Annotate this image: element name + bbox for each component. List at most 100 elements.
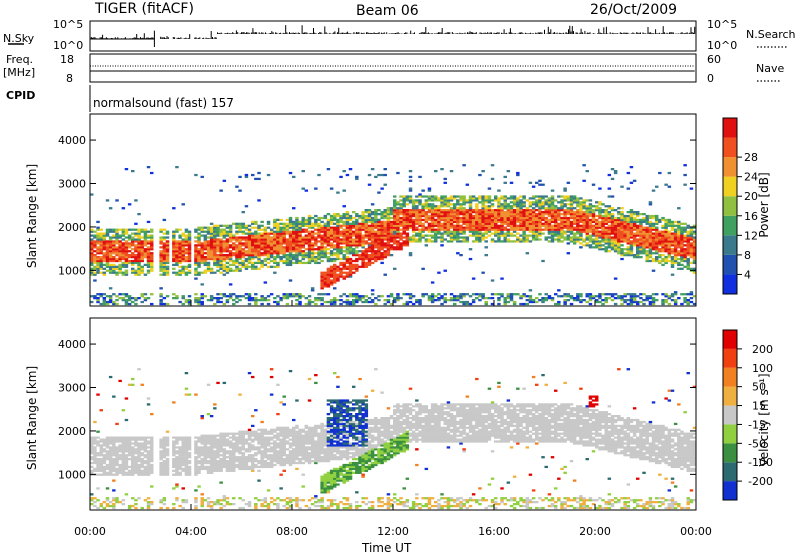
heatmap-cell <box>127 473 132 476</box>
heatmap-cell <box>449 203 454 206</box>
heatmap-cell <box>244 246 249 249</box>
heatmap-cell <box>254 242 258 245</box>
heatmap-cell <box>225 224 230 227</box>
heatmap-cell <box>598 207 602 210</box>
heatmap-cell <box>235 254 239 257</box>
nsky-tick-bottom: 10^0 <box>53 39 83 52</box>
heatmap-cell <box>187 236 192 239</box>
heatmap-cell <box>569 226 574 229</box>
heatmap-cell <box>670 232 675 235</box>
heatmap-cell <box>383 242 387 245</box>
heatmap-cell <box>115 458 119 461</box>
heatmap-cell <box>683 228 687 231</box>
heatmap-cell <box>127 295 132 298</box>
heatmap-cell <box>254 238 258 241</box>
colorbar-frame <box>722 117 738 295</box>
heatmap-cell <box>329 259 334 263</box>
heatmap-cell <box>456 236 460 239</box>
heatmap-cell <box>512 240 517 243</box>
heatmap-cell <box>197 228 201 231</box>
heatmap-cell <box>667 250 672 253</box>
heatmap-cell <box>219 267 223 270</box>
heatmap-cell <box>194 228 198 231</box>
heatmap-cell <box>348 267 353 270</box>
heatmap-cell <box>535 232 539 235</box>
heatmap-cell <box>307 300 312 304</box>
heatmap-cell <box>165 269 170 272</box>
heatmap-cell <box>140 436 144 439</box>
heatmap-cell <box>121 463 126 467</box>
heatmap-cell <box>449 220 454 224</box>
heatmap-cell <box>339 248 343 251</box>
heatmap-cell <box>673 261 678 265</box>
heatmap-cell <box>178 259 182 263</box>
heatmap-cell <box>108 300 113 304</box>
heatmap-cell <box>636 213 640 216</box>
heatmap-cell <box>405 218 410 222</box>
heatmap-cell <box>364 252 369 255</box>
heatmap-cell <box>320 273 324 276</box>
heatmap-cell <box>90 257 94 261</box>
heatmap-cell <box>150 171 154 175</box>
heatmap-cell <box>247 302 252 306</box>
heatmap-cell <box>393 230 397 233</box>
heatmap-cell <box>187 230 192 233</box>
heatmap-cell <box>99 250 103 253</box>
heatmap-cell <box>651 214 656 218</box>
heatmap-cell <box>490 199 495 202</box>
heatmap-cell <box>329 299 334 302</box>
heatmap-cell <box>203 236 208 239</box>
heatmap-cell <box>304 228 309 231</box>
heatmap-cell <box>623 248 627 251</box>
heatmap-cell <box>667 236 672 239</box>
heatmap-cell <box>642 226 646 229</box>
heatmap-cell <box>389 302 394 306</box>
heatmap-cell <box>213 236 217 239</box>
heatmap-cell <box>131 460 135 463</box>
heatmap-cell <box>636 228 640 231</box>
heatmap-cell <box>364 220 369 224</box>
heatmap-cell <box>396 236 400 239</box>
heatmap-cell <box>222 265 227 268</box>
heatmap-cell <box>301 242 305 245</box>
heatmap-cell <box>292 236 296 239</box>
heatmap-cell <box>295 259 299 263</box>
heatmap-cell <box>102 501 107 504</box>
heatmap-cell <box>108 456 113 459</box>
heatmap-cell <box>209 256 214 259</box>
heatmap-cell <box>639 300 643 304</box>
heatmap-cell <box>118 463 122 467</box>
heatmap-cell <box>304 224 309 227</box>
heatmap-cell <box>434 222 438 225</box>
heatmap-cell <box>124 250 129 253</box>
heatmap-cell <box>626 236 631 239</box>
heatmap-cell <box>468 230 473 233</box>
heatmap-cell <box>137 448 141 451</box>
heatmap-cell <box>516 224 520 227</box>
heatmap-cell <box>257 257 261 261</box>
heatmap-cell <box>522 302 526 306</box>
heatmap-cell <box>146 257 151 261</box>
heatmap-cell <box>576 218 580 222</box>
heatmap-cell <box>121 499 126 502</box>
heatmap-cell <box>320 240 324 243</box>
heatmap-cell <box>579 197 583 200</box>
heatmap-cell <box>339 232 343 235</box>
heatmap-cell <box>393 248 397 251</box>
heatmap-cell <box>228 283 233 286</box>
heatmap-cell <box>528 220 533 224</box>
heatmap-cell <box>610 242 615 245</box>
heatmap-cell <box>112 269 116 272</box>
heatmap-cell <box>494 218 498 222</box>
heatmap-cell <box>569 203 574 206</box>
heatmap-cell <box>487 230 492 233</box>
heatmap-cell <box>598 246 602 249</box>
heatmap-cell <box>607 224 612 227</box>
heatmap-cell <box>165 230 170 233</box>
heatmap-cell <box>251 267 255 270</box>
heatmap-cell <box>626 216 631 220</box>
heatmap-cell <box>389 222 394 225</box>
heatmap-cell <box>677 224 681 227</box>
heatmap-cell <box>393 216 397 220</box>
heatmap-cell <box>456 214 460 218</box>
